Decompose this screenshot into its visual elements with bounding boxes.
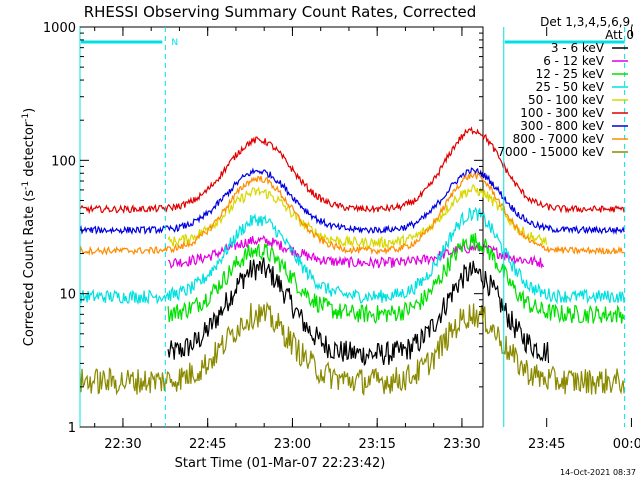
- legend-label-5: 100 - 300 keV: [520, 106, 604, 120]
- x-tick-label: 00:00: [613, 437, 640, 452]
- series-line-6: [79, 167, 625, 235]
- y-tick-label: 10: [59, 288, 76, 303]
- chart-title: RHESSI Observing Summary Count Rates, Co…: [84, 3, 477, 21]
- night-flag-label: N: [171, 38, 178, 48]
- series-line-2: [167, 232, 625, 325]
- legend-label-3: 25 - 50 keV: [536, 80, 605, 94]
- footer-timestamp: 14-Oct-2021 08:37: [560, 468, 636, 477]
- legend-label-1: 6 - 12 keV: [543, 54, 605, 68]
- series-layer: [79, 126, 625, 397]
- series-line-4: [167, 183, 548, 250]
- series-line-5: [79, 126, 625, 215]
- y-tick-label: 100: [51, 154, 76, 169]
- y-axis-label-sup1: -1: [21, 181, 31, 190]
- series-line-7: [79, 172, 625, 256]
- y-axis-label-part2: detector: [22, 121, 37, 181]
- series-line-3: [79, 206, 625, 305]
- legend-label-0: 3 - 6 keV: [551, 41, 605, 55]
- night-markers: N: [79, 27, 626, 427]
- legend-header-line2: Att 0: [605, 28, 634, 42]
- y-axis-label-part3: ): [22, 108, 37, 113]
- y-axis: 1 10 100 1000: [43, 21, 483, 436]
- legend-label-7: 800 - 7000 keV: [513, 132, 605, 146]
- y-tick-label: 1000: [43, 21, 76, 36]
- legend-label-8: 7000 - 15000 keV: [497, 145, 604, 159]
- legend-header-line1: Det 1,3,4,5,6,9,: [540, 15, 634, 29]
- x-tick-label: 23:30: [443, 437, 480, 452]
- x-tick-label: 23:15: [358, 437, 395, 452]
- y-axis-label: Corrected Count Rate (s-1 detector-1): [21, 108, 37, 346]
- series-line-8: [79, 301, 625, 397]
- x-tick-label: 22:45: [189, 437, 226, 452]
- x-tick-label: 23:45: [528, 437, 565, 452]
- y-axis-label-part1: Corrected Count Rate (s: [22, 190, 37, 347]
- legend-label-4: 50 - 100 keV: [528, 93, 605, 107]
- series-line-0: [167, 257, 550, 366]
- legend-label-6: 300 - 800 keV: [520, 119, 604, 133]
- x-tick-label: 22:30: [104, 437, 141, 452]
- x-axis: 22:30 22:45 23:00 23:15 23:30 23:45 00:00: [94, 27, 640, 452]
- y-tick-label: 1: [68, 421, 76, 436]
- x-axis-label: Start Time (01-Mar-07 22:23:42): [175, 456, 386, 471]
- y-axis-label-sup2: -1: [21, 113, 31, 122]
- x-tick-label: 23:00: [274, 437, 311, 452]
- legend-label-2: 12 - 25 keV: [536, 67, 605, 81]
- plot-area: N 1 10 100 1000 22:30 22:45 23:00 23:15 23:30 23…: [43, 21, 640, 452]
